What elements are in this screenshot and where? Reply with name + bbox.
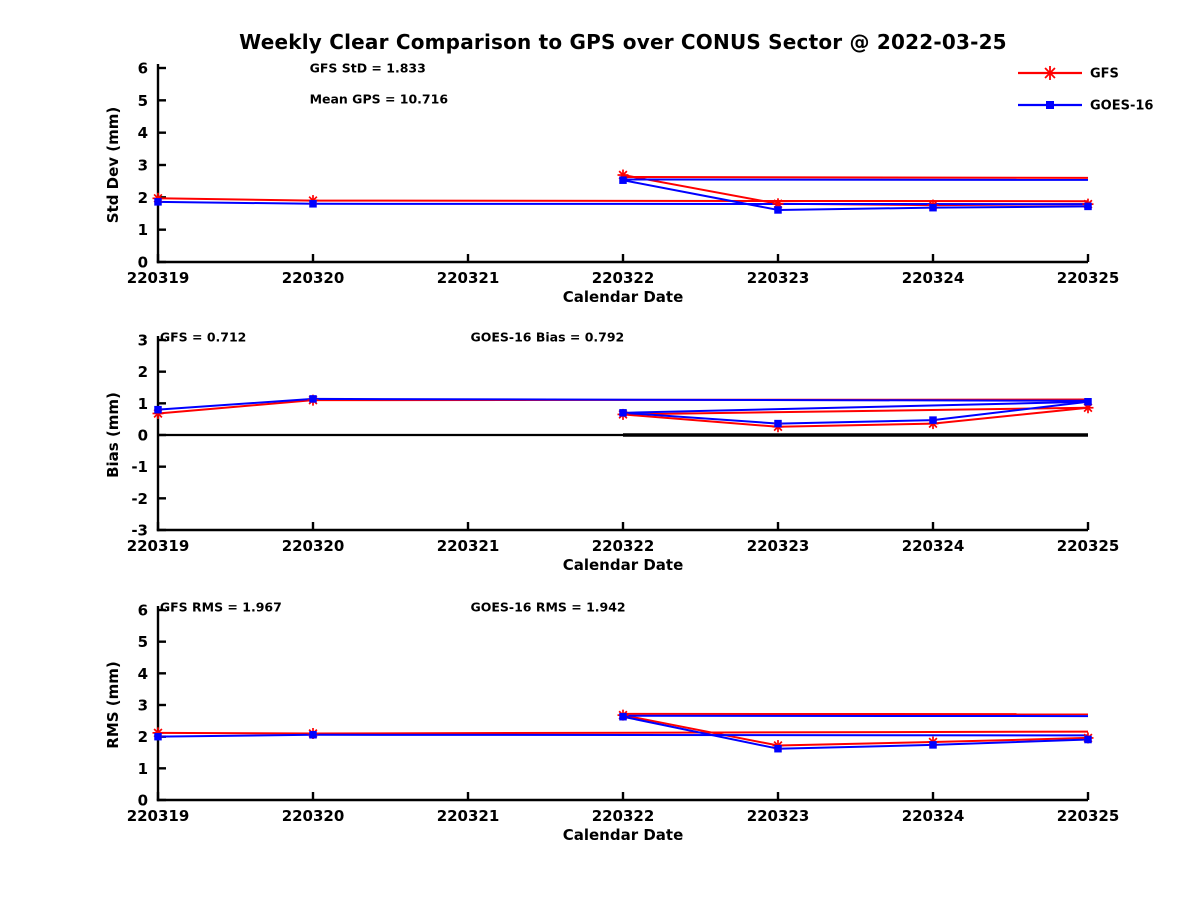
x-tick-label: 220324 [902, 807, 965, 825]
y-tick-label: -1 [131, 458, 148, 476]
marker-square-goes-16 [619, 176, 627, 184]
marker-square-goes-16 [619, 712, 627, 721]
marker-square-goes-16 [1084, 202, 1092, 211]
y-axis-label: RMS (mm) [104, 661, 122, 748]
y-tick-label: 4 [138, 665, 148, 683]
series-line-goes-16 [622, 179, 1089, 211]
series-line-gfs [622, 406, 1089, 416]
marker-square-goes-16 [619, 409, 627, 417]
x-tick-label: 220323 [747, 269, 810, 287]
y-tick-label: 4 [138, 124, 148, 142]
series-line-gfs [622, 406, 1089, 428]
y-tick-label: 0 [138, 254, 148, 272]
y-tick-label: 6 [138, 602, 148, 620]
x-tick-label: 220322 [592, 269, 655, 287]
x-tick-label: 220324 [902, 269, 965, 287]
y-tick-label: 1 [138, 760, 148, 778]
x-tick-label: 220321 [437, 537, 500, 555]
marker-square-goes-16 [774, 419, 782, 428]
y-axis-label: Bias (mm) [104, 392, 122, 478]
y-tick-label: 5 [138, 92, 148, 110]
x-tick-label: 220319 [127, 807, 190, 825]
y-tick-label: 2 [138, 728, 148, 746]
annotation: GOES-16 Bias = 0.792 [470, 330, 624, 345]
legend-marker-gfs [1043, 66, 1057, 80]
y-axis-label: Std Dev (mm) [104, 107, 122, 224]
marker-square-goes-16 [309, 731, 317, 739]
legend-label-gfs: GFS [1090, 67, 1119, 82]
x-tick-label: 220320 [282, 537, 345, 555]
x-tick-label: 220320 [282, 807, 345, 825]
x-tick-label: 220325 [1057, 537, 1120, 555]
y-tick-label: -3 [131, 522, 148, 540]
marker-square-goes-16 [929, 203, 937, 212]
x-tick-label: 220322 [592, 537, 655, 555]
marker-square-goes-16 [309, 395, 317, 403]
x-axis-label: Calendar Date [563, 288, 684, 306]
x-tick-label: 220321 [437, 269, 500, 287]
y-tick-label: 0 [138, 792, 148, 810]
y-tick-label: 2 [138, 363, 148, 381]
marker-square-goes-16 [1084, 398, 1092, 406]
series-line-goes-16 [622, 400, 1089, 425]
y-tick-label: 6 [138, 60, 148, 78]
x-tick-label: 220325 [1057, 807, 1120, 825]
y-tick-label: 3 [138, 157, 148, 175]
series-line-goes-16 [622, 400, 1089, 414]
y-tick-label: 5 [138, 633, 148, 651]
series-line-gfs [622, 714, 1089, 747]
y-tick-label: 1 [138, 395, 148, 413]
marker-square-goes-16 [774, 206, 782, 214]
series-line-goes-16 [157, 733, 1089, 738]
x-tick-label: 220324 [902, 537, 965, 555]
marker-square-goes-16 [309, 200, 317, 208]
marker-square-goes-16 [929, 741, 937, 749]
x-tick-label: 220319 [127, 269, 190, 287]
x-tick-label: 220323 [747, 537, 810, 555]
annotation: GOES-16 RMS = 1.942 [470, 600, 625, 615]
y-tick-label: 2 [138, 189, 148, 207]
annotation: Mean GPS = 10.716 [310, 92, 449, 107]
annotation: GFS = 0.712 [160, 330, 247, 345]
y-tick-label: 3 [138, 697, 148, 715]
y-tick-label: 3 [138, 332, 148, 350]
series-line-goes-16 [622, 715, 1089, 750]
marker-square-goes-16 [154, 405, 162, 414]
x-tick-label: 220323 [747, 807, 810, 825]
x-tick-label: 220320 [282, 269, 345, 287]
x-axis-label: Calendar Date [563, 556, 684, 574]
series-line-gfs [157, 730, 1089, 735]
legend-marker-goes-16 [1046, 101, 1054, 109]
x-tick-label: 220321 [437, 807, 500, 825]
marker-square-goes-16 [154, 732, 162, 741]
x-axis-label: Calendar Date [563, 826, 684, 844]
y-tick-label: 1 [138, 221, 148, 239]
marker-square-goes-16 [1084, 735, 1092, 744]
series-line-gfs [157, 197, 1089, 203]
x-tick-label: 220325 [1057, 269, 1120, 287]
y-tick-label: 0 [138, 427, 148, 445]
annotation: GFS RMS = 1.967 [160, 600, 282, 615]
marker-square-goes-16 [774, 744, 782, 753]
figure-title: Weekly Clear Comparison to GPS over CONU… [239, 30, 1007, 54]
marker-square-goes-16 [929, 416, 937, 424]
x-tick-label: 220319 [127, 537, 190, 555]
x-tick-label: 220322 [592, 807, 655, 825]
legend-label-goes-16: GOES-16 [1090, 99, 1153, 114]
annotation: GFS StD = 1.833 [310, 61, 426, 76]
series-line-gfs [622, 175, 1089, 179]
y-tick-label: -2 [131, 490, 148, 508]
series-line-goes-16 [157, 200, 1089, 206]
marker-square-goes-16 [154, 198, 162, 206]
